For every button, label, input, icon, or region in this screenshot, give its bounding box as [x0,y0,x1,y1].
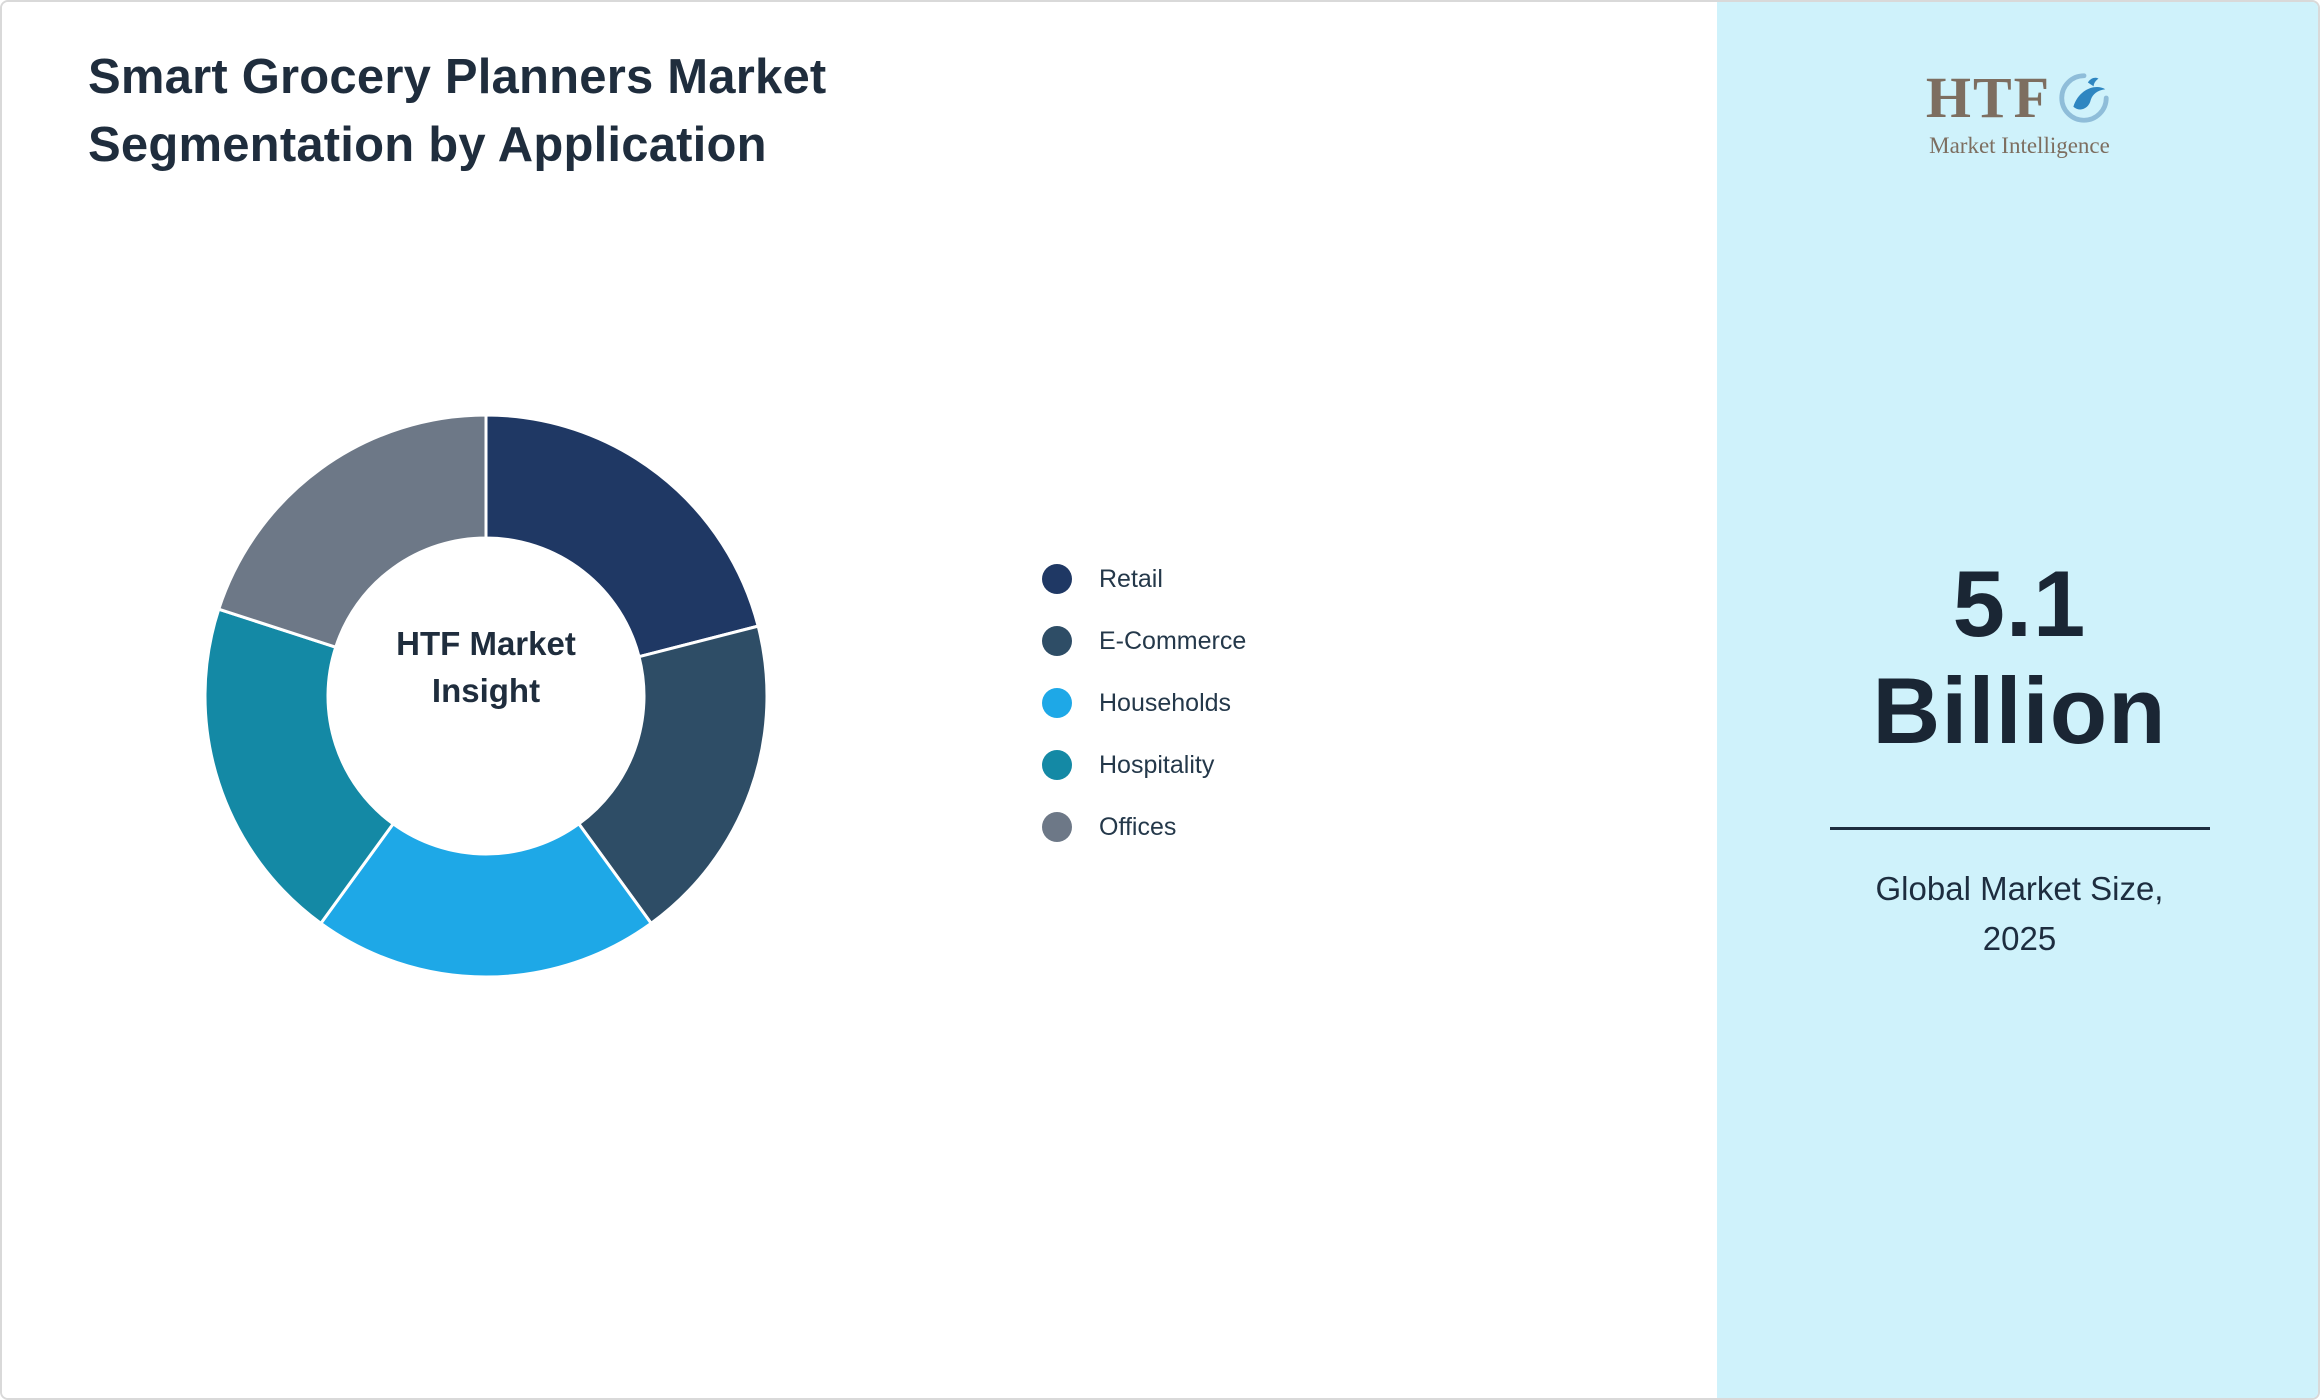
page-title-line1: Smart Grocery Planners Market [88,50,827,104]
legend-item-e-commerce: E-Commerce [1042,626,1246,656]
legend-item-offices: Offices [1042,812,1246,842]
page-title-line2: Segmentation by Application [88,117,767,172]
donut-chart: HTF Market Insight [186,396,786,996]
legend-dot-households [1042,688,1072,718]
market-size-unit: Billion [1872,658,2167,764]
donut-chart-svg [203,413,769,979]
page-title: Smart Grocery Planners Market Segmentatio… [88,44,826,179]
legend-label-e-commerce: E-Commerce [1099,626,1247,655]
htf-logo-text: HTF [1925,65,2052,130]
legend-label-retail: Retail [1099,564,1163,593]
donut-segment-households [319,822,653,979]
legend-dot-retail [1042,564,1072,594]
donut-center-line1: HTF Market [396,625,576,662]
legend-item-retail: Retail [1042,564,1246,594]
legend-dot-e-commerce [1042,626,1072,656]
legend-dot-offices [1042,812,1072,842]
donut-center-label: HTF Market Insight [336,621,636,715]
main-panel: Smart Grocery Planners Market Segmentatio… [2,2,1717,1398]
market-size-value: 5.1 Billion [1717,550,2318,764]
legend-label-offices: Offices [1099,812,1177,841]
donut-segment-retail [484,413,760,659]
caption-line1: Global Market Size, [1875,870,2164,907]
legend-item-hospitality: Hospitality [1042,750,1246,780]
divider-line [1830,827,2210,830]
htf-logo-dolphin-icon [2059,72,2109,123]
donut-segment-offices [217,413,488,649]
htf-logo: HTF Market Intelligence [1717,64,2318,159]
donut-segment-hospitality [203,607,395,925]
sidebar: HTF Market Intelligence 5.1 Billion Glob… [1717,2,2318,1398]
legend-label-hospitality: Hospitality [1099,750,1215,779]
legend-item-households: Households [1042,688,1246,718]
htf-logo-subtext: Market Intelligence [1929,133,2110,158]
caption-line2: 2025 [1982,919,2057,957]
donut-segment-e-commerce [577,624,769,925]
legend-dot-hospitality [1042,750,1072,780]
legend-label-households: Households [1099,688,1232,717]
donut-center-line2: Insight [431,671,541,709]
market-size-caption: Global Market Size, 2025 [1717,864,2318,963]
market-size-number: 5.1 [1952,551,2087,656]
chart-legend: Retail E-Commerce Households Hospitality… [1042,564,1246,874]
